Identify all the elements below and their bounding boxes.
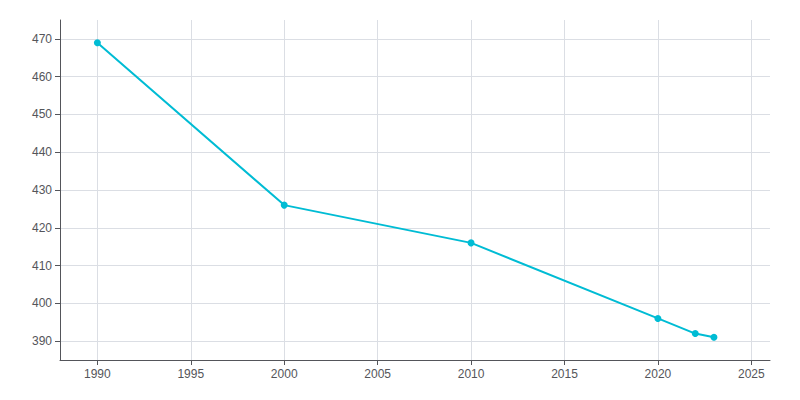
svg-text:2015: 2015 — [551, 367, 578, 381]
svg-text:390: 390 — [32, 334, 52, 348]
svg-text:470: 470 — [32, 32, 52, 46]
svg-text:460: 460 — [32, 70, 52, 84]
svg-text:450: 450 — [32, 107, 52, 121]
svg-text:440: 440 — [32, 145, 52, 159]
svg-text:400: 400 — [32, 296, 52, 310]
svg-text:2020: 2020 — [645, 367, 672, 381]
svg-text:2000: 2000 — [271, 367, 298, 381]
svg-text:410: 410 — [32, 259, 52, 273]
svg-text:2025: 2025 — [738, 367, 765, 381]
svg-text:430: 430 — [32, 183, 52, 197]
svg-text:2010: 2010 — [458, 367, 485, 381]
svg-text:1990: 1990 — [84, 367, 111, 381]
svg-text:420: 420 — [32, 221, 52, 235]
svg-text:1995: 1995 — [177, 367, 204, 381]
svg-text:2005: 2005 — [364, 367, 391, 381]
